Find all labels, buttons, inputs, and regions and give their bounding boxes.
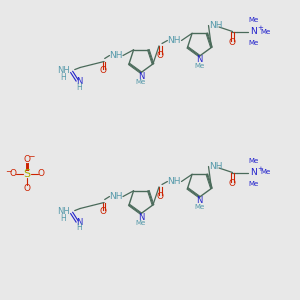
Text: Me: Me (136, 220, 146, 226)
Text: NH: NH (167, 36, 181, 45)
Text: −: − (28, 152, 34, 161)
Text: O: O (38, 169, 45, 178)
Text: Me: Me (248, 40, 258, 46)
Text: O: O (229, 38, 236, 47)
Text: NH: NH (109, 192, 122, 201)
Text: +: + (257, 25, 263, 31)
Text: O: O (23, 155, 31, 164)
Text: H: H (60, 73, 66, 82)
Text: O: O (9, 169, 16, 178)
Text: N: N (76, 77, 83, 86)
Text: H: H (76, 224, 82, 232)
Text: NH: NH (209, 162, 223, 171)
Text: N: N (250, 27, 257, 36)
Text: O: O (156, 51, 164, 60)
Text: Me: Me (194, 204, 205, 210)
Text: N: N (250, 168, 257, 177)
Text: H: H (76, 82, 82, 91)
Text: NH: NH (57, 207, 70, 216)
Text: NH: NH (109, 51, 122, 60)
Text: NH: NH (57, 66, 70, 75)
Text: O: O (23, 184, 31, 193)
Text: −: − (5, 167, 12, 176)
Text: O: O (156, 192, 164, 201)
Text: N: N (196, 196, 203, 205)
Text: N: N (76, 218, 83, 227)
Text: N: N (138, 213, 144, 222)
Text: O: O (229, 179, 236, 188)
Text: +: + (257, 166, 263, 172)
Text: S: S (23, 169, 31, 179)
Text: Me: Me (248, 158, 258, 164)
Text: O: O (100, 207, 107, 216)
Text: Me: Me (248, 17, 258, 23)
Text: O: O (100, 66, 107, 75)
Text: NH: NH (209, 21, 223, 30)
Text: N: N (196, 55, 203, 64)
Text: NH: NH (167, 177, 181, 186)
Text: Me: Me (194, 63, 205, 69)
Text: Me: Me (260, 28, 271, 34)
Text: Me: Me (136, 79, 146, 85)
Text: H: H (60, 214, 66, 223)
Text: N: N (138, 72, 144, 81)
Text: Me: Me (248, 181, 258, 187)
Text: Me: Me (260, 169, 271, 175)
